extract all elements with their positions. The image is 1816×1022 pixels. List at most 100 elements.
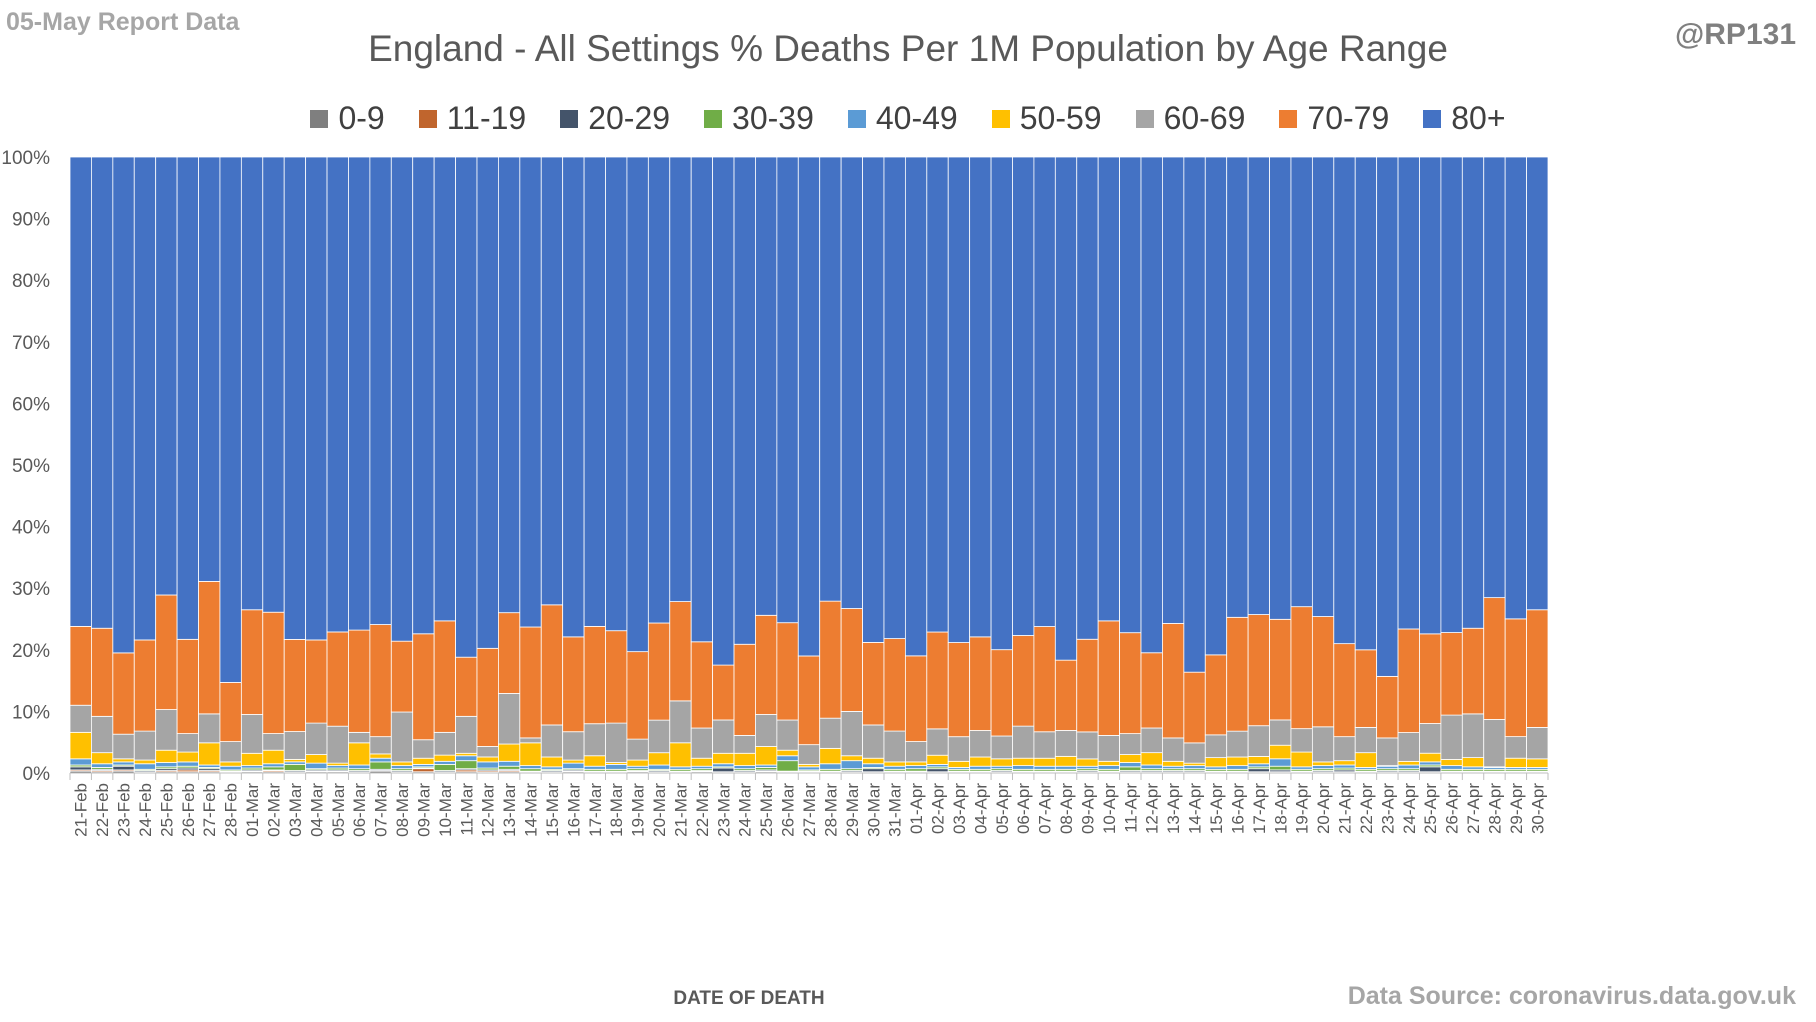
x-tick-label: 22-Feb <box>93 783 112 837</box>
legend-item-1: 11-19 <box>418 100 526 137</box>
bar-segment <box>1397 764 1420 770</box>
bar-segment <box>1311 761 1335 767</box>
legend-item-3: 30-39 <box>704 100 814 137</box>
bar-segment <box>1483 597 1506 720</box>
bar-segment <box>455 755 478 762</box>
author-handle: @RP131 <box>1675 18 1796 51</box>
x-tick-label: 21-Mar <box>671 783 690 837</box>
bar-segment <box>990 758 1013 767</box>
bar-segment <box>348 764 371 770</box>
bar-segment <box>1119 766 1142 771</box>
bar-segment <box>1333 736 1356 762</box>
bar-segment <box>583 765 606 770</box>
bar-segment <box>1354 727 1378 754</box>
x-tick-label: 25-Feb <box>157 783 176 837</box>
bar-segment <box>240 156 264 611</box>
x-axis-title: DATE OF DEATH <box>673 988 824 1009</box>
bar-segment <box>1033 731 1056 759</box>
bar-segment <box>433 754 456 762</box>
bar-segment <box>176 733 199 753</box>
x-tick-label: 26-Mar <box>779 783 798 837</box>
bar-segment <box>112 761 135 766</box>
bar-segment <box>1162 156 1185 624</box>
x-tick-label: 11-Mar <box>457 783 476 836</box>
bar-segment <box>198 713 221 744</box>
bar-segment <box>626 738 649 761</box>
bar-segment <box>690 156 714 643</box>
bar-segment <box>433 731 456 756</box>
y-tick-label: 20% <box>12 641 50 662</box>
bar-segment <box>91 715 114 754</box>
bar-segment <box>1140 727 1163 754</box>
bar-segment <box>133 156 157 641</box>
bar-segment <box>369 624 392 738</box>
bar-segment <box>219 741 242 763</box>
x-tick-label: 13-Apr <box>1164 783 1183 834</box>
bar-segment <box>155 156 178 596</box>
bar-segment <box>1419 633 1442 724</box>
bar-segment <box>69 625 92 706</box>
bar-segment <box>69 704 92 733</box>
x-tick-label: 21-Feb <box>72 783 91 837</box>
bar-segment <box>369 757 392 763</box>
bar-segment <box>1311 726 1335 763</box>
bar-segment <box>840 711 863 757</box>
bar-segment <box>862 763 885 768</box>
bar-segment <box>1119 733 1142 755</box>
bar-segment <box>1076 638 1099 733</box>
bar-segment <box>390 765 414 770</box>
bar-segment <box>1419 766 1442 773</box>
x-tick-label: 13-Mar <box>500 783 519 837</box>
legend-swatch <box>310 109 329 128</box>
bar-segment <box>283 156 307 640</box>
bar-segment <box>1419 752 1442 763</box>
bar-segment <box>133 759 157 765</box>
bar-segment <box>219 761 242 767</box>
bar-segment <box>1461 156 1485 629</box>
bar-segment <box>583 755 606 767</box>
bar-segment <box>1119 762 1142 768</box>
bar-segment <box>1269 719 1292 746</box>
bar-segment <box>840 608 863 712</box>
bar-segment <box>840 760 863 770</box>
bar-segment <box>669 601 692 702</box>
bar-segment <box>476 761 499 769</box>
bar-segment <box>605 763 628 770</box>
bar-segment <box>1119 632 1142 735</box>
bar-segment <box>326 631 349 727</box>
bar-segment <box>540 724 564 758</box>
bar-segment <box>155 594 178 710</box>
bar-segment <box>883 765 906 770</box>
bar-segment <box>369 736 392 755</box>
bar-segment <box>369 156 392 625</box>
bar-segment <box>969 156 992 638</box>
bar-segment <box>1290 728 1313 753</box>
bar-segment <box>519 626 542 739</box>
x-tick-label: 06-Apr <box>1014 783 1033 834</box>
bar-segment <box>155 749 178 763</box>
bar-segment <box>112 652 135 735</box>
bar-segment <box>91 627 114 717</box>
bar-segment <box>1269 744 1292 760</box>
bar-segment <box>412 757 435 765</box>
bar-segment <box>562 759 585 764</box>
bar-segment <box>133 763 157 770</box>
bar-segment <box>262 733 285 751</box>
bar-segment <box>1333 764 1356 769</box>
legend-item-6: 60-69 <box>1135 100 1245 137</box>
bar-segment <box>1419 156 1442 635</box>
bar-segment <box>476 756 499 763</box>
x-tick-label: 15-Mar <box>543 783 562 837</box>
bar-segment <box>1354 649 1378 728</box>
chart-legend: 0-9 11-19 20-29 30-39 40-49 50-59 60-69 70-79 80… <box>0 100 1816 137</box>
bar-segment <box>369 761 392 770</box>
x-tick-label: 28-Mar <box>821 783 840 837</box>
bar-segment <box>198 742 221 766</box>
bar-segment <box>540 156 564 606</box>
bar-segment <box>69 758 92 766</box>
bar-segment <box>112 765 135 771</box>
bar-segment <box>1247 756 1270 765</box>
bar-segment <box>133 730 157 761</box>
x-tick-label: 28-Apr <box>1485 783 1504 834</box>
y-tick-label: 50% <box>12 456 50 477</box>
